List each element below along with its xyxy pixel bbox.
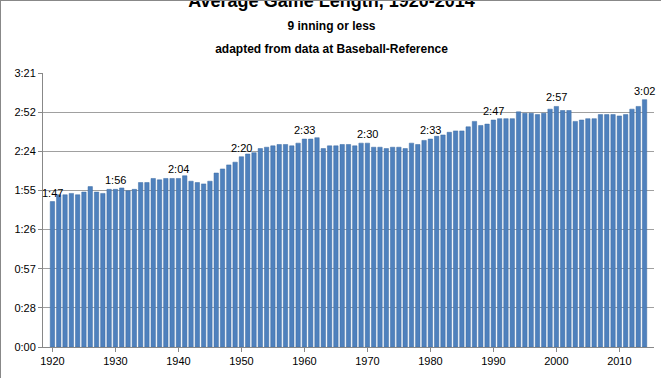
svg-text:1940: 1940 [166, 355, 190, 367]
svg-text:2:20: 2:20 [231, 142, 252, 154]
svg-text:1950: 1950 [229, 355, 253, 367]
svg-text:3:02: 3:02 [634, 85, 655, 97]
svg-text:2:57: 2:57 [546, 91, 567, 103]
svg-text:2000: 2000 [544, 355, 568, 367]
svg-text:1930: 1930 [103, 355, 127, 367]
svg-text:0:28: 0:28 [14, 302, 35, 314]
svg-text:2:33: 2:33 [294, 124, 315, 136]
svg-text:1990: 1990 [481, 355, 505, 367]
svg-text:1:47: 1:47 [42, 187, 63, 199]
svg-text:2:33: 2:33 [420, 124, 441, 136]
svg-text:0:00: 0:00 [14, 341, 35, 353]
svg-text:1:56: 1:56 [105, 174, 126, 186]
svg-text:1:55: 1:55 [14, 184, 35, 196]
svg-text:1:26: 1:26 [14, 223, 35, 235]
svg-text:2:24: 2:24 [14, 145, 35, 157]
svg-text:1970: 1970 [355, 355, 379, 367]
svg-text:1960: 1960 [292, 355, 316, 367]
svg-text:Average Game Length, 1920-2014: Average Game Length, 1920-20149 inning o… [188, 1, 474, 56]
svg-text:2:47: 2:47 [483, 105, 504, 117]
svg-text:1920: 1920 [40, 355, 64, 367]
svg-text:0:57: 0:57 [14, 263, 35, 275]
svg-text:2:30: 2:30 [357, 128, 378, 140]
svg-text:2:04: 2:04 [168, 163, 189, 175]
svg-text:3:21: 3:21 [14, 67, 35, 79]
svg-text:2:52: 2:52 [14, 106, 35, 118]
svg-text:1980: 1980 [418, 355, 442, 367]
svg-text:2010: 2010 [607, 355, 631, 367]
